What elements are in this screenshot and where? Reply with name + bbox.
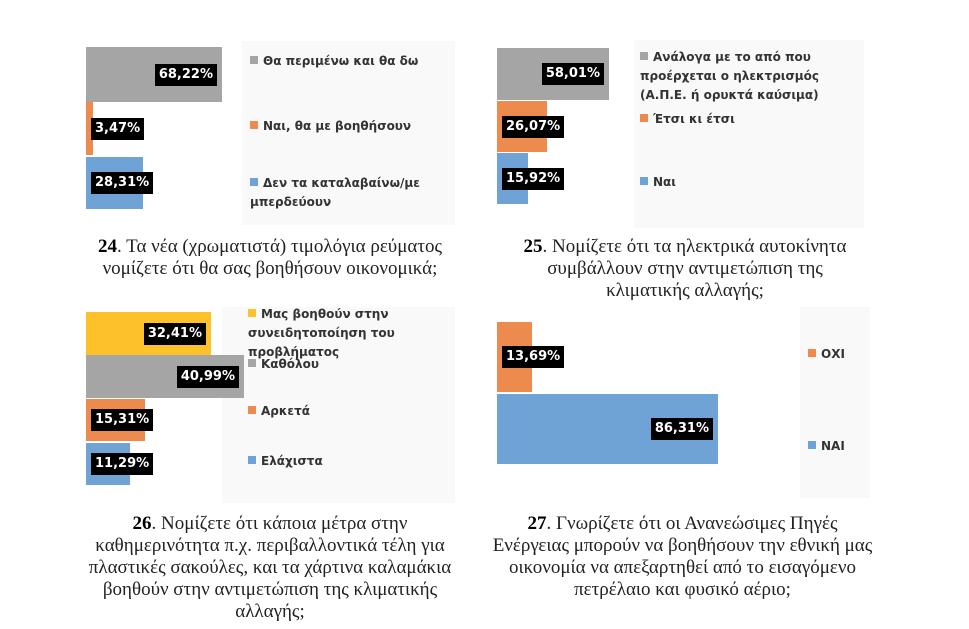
- legend-item: Δεν τα καταλαβαίνω/με μπερδεύουν: [250, 174, 450, 212]
- data-label: 26,07%: [502, 115, 565, 138]
- question-text: Γνωρίζετε ότι οι Ανανεώσιμες Πηγές Ενέργ…: [492, 513, 873, 600]
- data-label: 86,31%: [650, 418, 713, 440]
- legend-swatch: [640, 114, 648, 122]
- legend-item: Αρκετά: [248, 402, 448, 421]
- data-label: 3,47%: [91, 117, 145, 140]
- caption-25: 25. Νομίζετε ότι τα ηλεκτρικά αυτοκίνητα…: [523, 236, 847, 301]
- question-number: 24: [97, 236, 117, 257]
- data-label: 15,31%: [91, 409, 154, 431]
- question-text: Νομίζετε ότι τα ηλεκτρικά αυτοκίνητα συμ…: [547, 236, 847, 301]
- legend-item: Έτσι κι έτσι: [640, 110, 860, 129]
- data-label: 28,31%: [91, 172, 154, 194]
- legend-item: ΟΧΙ: [808, 345, 868, 364]
- caption-27: 27. Γνωρίζετε ότι οι Ανανεώσιμες Πηγές Ε…: [492, 513, 873, 600]
- caption-24: 24. Τα νέα (χρωματιστά) τιμολόγια ρεύματ…: [97, 236, 443, 279]
- data-label: 15,92%: [502, 167, 565, 190]
- legend-swatch: [248, 359, 256, 367]
- legend-swatch: [250, 56, 258, 64]
- legend-label: Έτσι κι έτσι: [653, 112, 735, 126]
- data-label: 13,69%: [502, 346, 565, 368]
- legend-swatch: [640, 52, 648, 60]
- legend-box-24: [242, 41, 455, 225]
- legend-label: Αρκετά: [261, 404, 310, 418]
- legend-box-25: [634, 40, 864, 228]
- legend-item: Ελάχιστα: [248, 452, 448, 471]
- legend-label: ΟΧΙ: [821, 347, 845, 361]
- data-label: 32,41%: [143, 322, 206, 345]
- legend-swatch: [808, 441, 816, 449]
- legend-label: Ανάλογα με το από που προέρχεται ο ηλεκτ…: [640, 50, 819, 102]
- legend-swatch: [248, 406, 256, 414]
- legend-box-27: [800, 307, 870, 498]
- legend-label: Δεν τα καταλαβαίνω/με μπερδεύουν: [250, 176, 420, 209]
- legend-item: Ανάλογα με το από που προέρχεται ο ηλεκτ…: [640, 48, 860, 105]
- legend-label: Ελάχιστα: [261, 454, 323, 468]
- legend-label: Μας βοηθούν στην συνειδητοποίηση του προ…: [248, 307, 395, 359]
- legend-label: Θα περιμένω και θα δω: [263, 54, 419, 68]
- legend-label: ΝΑΙ: [821, 439, 845, 453]
- data-label: 40,99%: [176, 365, 239, 388]
- legend-swatch: [248, 309, 256, 317]
- legend-swatch: [640, 177, 648, 185]
- legend-label: Καθόλου: [261, 357, 319, 371]
- legend-item: Καθόλου: [248, 355, 448, 374]
- legend-item: Ναι, θα με βοηθήσουν: [250, 117, 450, 136]
- question-text: Νομίζετε ότι κάποια μέτρα στην καθημεριν…: [88, 513, 452, 622]
- legend-swatch: [250, 121, 258, 129]
- question-text: Τα νέα (χρωματιστά) τιμολόγια ρεύματος ν…: [102, 236, 443, 279]
- data-label: 58,01%: [541, 63, 604, 85]
- data-label: 11,29%: [91, 453, 154, 475]
- question-number: 26: [132, 513, 152, 534]
- legend-swatch: [248, 456, 256, 464]
- bar: [86, 102, 93, 155]
- legend-item: Μας βοηθούν στην συνειδητοποίηση του προ…: [248, 305, 448, 362]
- legend-item: Θα περιμένω και θα δω: [250, 52, 450, 71]
- legend-swatch: [250, 178, 258, 186]
- legend-swatch: [808, 349, 816, 357]
- legend-label: Ναι: [653, 175, 676, 189]
- legend-label: Ναι, θα με βοηθήσουν: [263, 119, 412, 133]
- question-number: 25: [523, 236, 543, 257]
- question-number: 27: [527, 513, 547, 534]
- legend-item: ΝΑΙ: [808, 437, 868, 456]
- legend-box-26: [222, 307, 455, 503]
- legend-item: Ναι: [640, 173, 860, 192]
- data-label: 68,22%: [154, 63, 217, 86]
- caption-26: 26. Νομίζετε ότι κάποια μέτρα στην καθημ…: [88, 513, 452, 622]
